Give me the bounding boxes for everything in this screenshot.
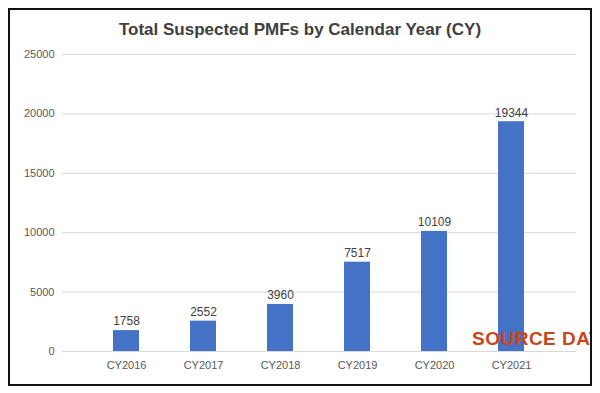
svg-text:25000: 25000 xyxy=(24,48,55,60)
svg-text:2552: 2552 xyxy=(190,305,217,319)
svg-text:7517: 7517 xyxy=(344,246,371,260)
svg-text:1758: 1758 xyxy=(113,314,140,328)
svg-text:3960: 3960 xyxy=(267,288,294,302)
svg-text:19344: 19344 xyxy=(495,106,529,120)
svg-text:0: 0 xyxy=(48,345,54,357)
svg-text:10109: 10109 xyxy=(418,215,452,229)
svg-text:CY2016: CY2016 xyxy=(107,359,147,371)
svg-text:CY2021: CY2021 xyxy=(492,359,532,371)
svg-text:5000: 5000 xyxy=(30,286,54,298)
html-text:Total Suspected PMFs by Calend: Total Suspected PMFs by Calendar Year (C… xyxy=(118,20,482,39)
svg-text:CY2018: CY2018 xyxy=(261,359,301,371)
svg-text:CY2020: CY2020 xyxy=(415,359,455,371)
svg-text:CY2017: CY2017 xyxy=(184,359,224,371)
svg-text:CY2019: CY2019 xyxy=(338,359,378,371)
svg-text:20000: 20000 xyxy=(24,107,55,119)
svg-text:10000: 10000 xyxy=(24,226,55,238)
svg-text:15000: 15000 xyxy=(24,167,55,179)
